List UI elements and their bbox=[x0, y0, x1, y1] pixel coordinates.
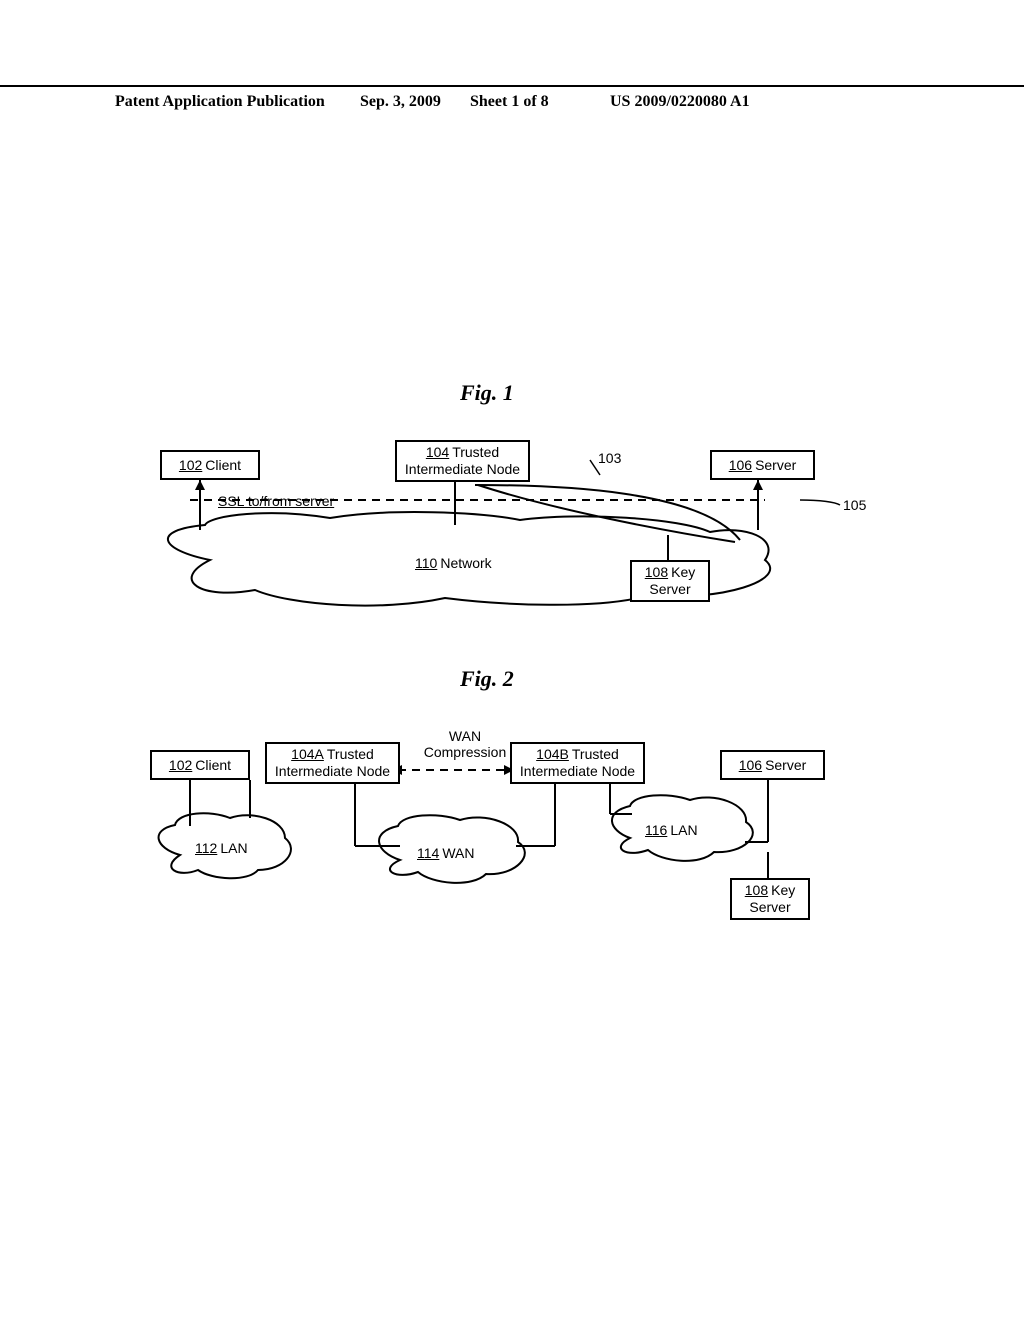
fig1-ssl-label: SSL to/from server bbox=[218, 493, 334, 509]
fig1-title: Fig. 1 bbox=[460, 380, 514, 406]
fig1-server-label: Server bbox=[755, 457, 796, 473]
fig2-key-box: 108Key Server bbox=[730, 878, 810, 920]
fig1-client-ref: 102 bbox=[179, 457, 202, 473]
fig1-key-line2: Server bbox=[649, 581, 690, 598]
fig2-key-line2: Server bbox=[749, 899, 790, 916]
fig2-server-label: Server bbox=[765, 757, 806, 773]
fig1-trusted-box: 104Trusted Intermediate Node bbox=[395, 440, 530, 482]
fig2-wan-label: 114WAN bbox=[417, 845, 474, 861]
fig1-client-box: 102Client bbox=[160, 450, 260, 480]
fig1-ref103: 103 bbox=[598, 450, 621, 466]
fig1-server-ref: 106 bbox=[729, 457, 752, 473]
fig2-key-ref: 108 bbox=[745, 882, 768, 898]
fig1-ref105: 105 bbox=[843, 497, 866, 513]
fig2-trustedA-line2: Intermediate Node bbox=[275, 763, 390, 780]
fig1-server-box: 106Server bbox=[710, 450, 815, 480]
fig2-client-box: 102Client bbox=[150, 750, 250, 780]
fig2-title: Fig. 2 bbox=[460, 666, 514, 692]
fig2-wancomp-label: WANCompression bbox=[415, 728, 515, 760]
arc-103 bbox=[475, 485, 740, 540]
fig2-lan1-label: 112LAN bbox=[195, 840, 248, 856]
fig1-trusted-ref: 104 bbox=[426, 444, 449, 460]
header-left: Patent Application Publication bbox=[115, 93, 325, 111]
arc-103b bbox=[478, 485, 735, 542]
fig2-lan2-label: 116LAN bbox=[645, 822, 698, 838]
fig2-trustedB-line2: Intermediate Node bbox=[520, 763, 635, 780]
fig1-trusted-line2: Intermediate Node bbox=[405, 461, 520, 478]
header-pubno: US 2009/0220080 A1 bbox=[610, 93, 750, 111]
fig2-trustedB-ref: 104B bbox=[536, 746, 569, 762]
lead-105 bbox=[800, 500, 840, 505]
fig2-trustedA-ref: 104A bbox=[291, 746, 324, 762]
fig2-client-label: Client bbox=[195, 757, 231, 773]
fig1-key-box: 108Key Server bbox=[630, 560, 710, 602]
header-sheet: Sheet 1 of 8 bbox=[470, 93, 549, 111]
header-date: Sep. 3, 2009 bbox=[360, 93, 441, 111]
fig2-trustedB-box: 104BTrusted Intermediate Node bbox=[510, 742, 645, 784]
fig2-server-box: 106Server bbox=[720, 750, 825, 780]
fig1-network-label: 110Network bbox=[415, 555, 492, 571]
fig2-server-ref: 106 bbox=[739, 757, 762, 773]
fig1-client-label: Client bbox=[205, 457, 241, 473]
fig2-client-ref: 102 bbox=[169, 757, 192, 773]
fig1-key-ref: 108 bbox=[645, 564, 668, 580]
page-header: Patent Application Publication Sep. 3, 2… bbox=[0, 85, 1024, 89]
fig2-trustedA-box: 104ATrusted Intermediate Node bbox=[265, 742, 400, 784]
